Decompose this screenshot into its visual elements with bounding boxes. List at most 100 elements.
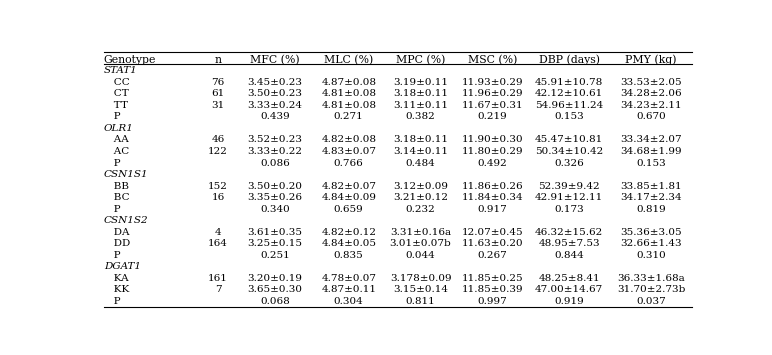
Text: 0.068: 0.068	[260, 297, 290, 306]
Text: 54.96±11.24: 54.96±11.24	[535, 101, 604, 110]
Text: 0.917: 0.917	[478, 204, 507, 214]
Text: 3.178±0.09: 3.178±0.09	[390, 274, 452, 283]
Text: P: P	[103, 251, 120, 260]
Text: 0.219: 0.219	[478, 113, 507, 121]
Text: AC: AC	[103, 147, 129, 156]
Text: 0.819: 0.819	[636, 204, 665, 214]
Text: CT: CT	[103, 89, 128, 98]
Text: MSC (%): MSC (%)	[468, 55, 517, 65]
Text: 11.67±0.31: 11.67±0.31	[462, 101, 523, 110]
Text: 47.00±14.67: 47.00±14.67	[535, 285, 604, 294]
Text: 0.670: 0.670	[636, 113, 665, 121]
Text: 45.47±10.81: 45.47±10.81	[535, 136, 604, 144]
Text: 0.304: 0.304	[334, 297, 364, 306]
Text: AA: AA	[103, 136, 128, 144]
Text: 0.382: 0.382	[406, 113, 435, 121]
Text: 4.81±0.08: 4.81±0.08	[321, 89, 376, 98]
Text: 3.31±0.16a: 3.31±0.16a	[390, 228, 451, 237]
Text: MPC (%): MPC (%)	[396, 55, 445, 65]
Text: 0.492: 0.492	[478, 159, 507, 168]
Text: 4.82±0.12: 4.82±0.12	[321, 228, 376, 237]
Text: PMY (kg): PMY (kg)	[625, 54, 677, 65]
Text: 3.18±0.11: 3.18±0.11	[393, 136, 448, 144]
Text: 61: 61	[212, 89, 225, 98]
Text: 31.70±2.73b: 31.70±2.73b	[617, 285, 686, 294]
Text: MFC (%): MFC (%)	[250, 55, 300, 65]
Text: 0.919: 0.919	[554, 297, 584, 306]
Text: 32.66±1.43: 32.66±1.43	[620, 239, 682, 248]
Text: OLR1: OLR1	[103, 124, 134, 133]
Text: 33.85±1.81: 33.85±1.81	[620, 181, 682, 191]
Text: 42.91±12.11: 42.91±12.11	[535, 193, 604, 202]
Text: 0.232: 0.232	[406, 204, 435, 214]
Text: 0.997: 0.997	[478, 297, 507, 306]
Text: 3.01±0.07b: 3.01±0.07b	[390, 239, 452, 248]
Text: 33.53±2.05: 33.53±2.05	[620, 78, 682, 87]
Text: 0.326: 0.326	[554, 159, 584, 168]
Text: 3.50±0.23: 3.50±0.23	[248, 89, 303, 98]
Text: MLC (%): MLC (%)	[324, 55, 374, 65]
Text: P: P	[103, 159, 120, 168]
Text: 34.23±2.11: 34.23±2.11	[620, 101, 682, 110]
Text: 11.63±0.20: 11.63±0.20	[462, 239, 523, 248]
Text: 3.25±0.15: 3.25±0.15	[248, 239, 303, 248]
Text: 11.96±0.29: 11.96±0.29	[462, 89, 523, 98]
Text: 48.95±7.53: 48.95±7.53	[538, 239, 600, 248]
Text: 4.83±0.07: 4.83±0.07	[321, 147, 376, 156]
Text: 3.12±0.09: 3.12±0.09	[393, 181, 448, 191]
Text: 3.45±0.23: 3.45±0.23	[248, 78, 303, 87]
Text: 34.28±2.06: 34.28±2.06	[620, 89, 682, 98]
Text: DBP (days): DBP (days)	[539, 54, 600, 65]
Text: 4.78±0.07: 4.78±0.07	[321, 274, 376, 283]
Text: 48.25±8.41: 48.25±8.41	[538, 274, 600, 283]
Text: 16: 16	[212, 193, 225, 202]
Text: 34.17±2.34: 34.17±2.34	[620, 193, 682, 202]
Text: 0.173: 0.173	[554, 204, 584, 214]
Text: n: n	[215, 55, 222, 65]
Text: 3.65±0.30: 3.65±0.30	[248, 285, 303, 294]
Text: 36.33±1.68a: 36.33±1.68a	[617, 274, 685, 283]
Text: 3.11±0.11: 3.11±0.11	[393, 101, 448, 110]
Text: BB: BB	[103, 181, 129, 191]
Text: 0.766: 0.766	[334, 159, 364, 168]
Text: 0.037: 0.037	[636, 297, 665, 306]
Text: DGAT1: DGAT1	[103, 262, 141, 271]
Text: 3.15±0.14: 3.15±0.14	[393, 285, 448, 294]
Text: 4.87±0.11: 4.87±0.11	[321, 285, 376, 294]
Text: 45.91±10.78: 45.91±10.78	[535, 78, 604, 87]
Text: 11.85±0.25: 11.85±0.25	[462, 274, 523, 283]
Text: 12.07±0.45: 12.07±0.45	[462, 228, 523, 237]
Text: 33.34±2.07: 33.34±2.07	[620, 136, 682, 144]
Text: 3.18±0.11: 3.18±0.11	[393, 89, 448, 98]
Text: 0.044: 0.044	[406, 251, 435, 260]
Text: 3.61±0.35: 3.61±0.35	[248, 228, 303, 237]
Text: 4.84±0.09: 4.84±0.09	[321, 193, 376, 202]
Text: Genotype: Genotype	[103, 55, 156, 65]
Text: 11.85±0.39: 11.85±0.39	[462, 285, 523, 294]
Text: 0.153: 0.153	[636, 159, 665, 168]
Text: 161: 161	[208, 274, 228, 283]
Text: 46.32±15.62: 46.32±15.62	[535, 228, 604, 237]
Text: 50.34±10.42: 50.34±10.42	[535, 147, 604, 156]
Text: 31: 31	[212, 101, 225, 110]
Text: 35.36±3.05: 35.36±3.05	[620, 228, 682, 237]
Text: 4.81±0.08: 4.81±0.08	[321, 101, 376, 110]
Text: 3.14±0.11: 3.14±0.11	[393, 147, 448, 156]
Text: 122: 122	[208, 147, 228, 156]
Text: DD: DD	[103, 239, 130, 248]
Text: 4.82±0.07: 4.82±0.07	[321, 181, 376, 191]
Text: 4.82±0.08: 4.82±0.08	[321, 136, 376, 144]
Text: 0.835: 0.835	[334, 251, 364, 260]
Text: 0.271: 0.271	[334, 113, 364, 121]
Text: 52.39±9.42: 52.39±9.42	[538, 181, 600, 191]
Text: 3.52±0.23: 3.52±0.23	[248, 136, 303, 144]
Text: 11.93±0.29: 11.93±0.29	[462, 78, 523, 87]
Text: 0.267: 0.267	[478, 251, 507, 260]
Text: 0.484: 0.484	[406, 159, 435, 168]
Text: 3.33±0.24: 3.33±0.24	[248, 101, 303, 110]
Text: 3.50±0.20: 3.50±0.20	[248, 181, 303, 191]
Text: 42.12±10.61: 42.12±10.61	[535, 89, 604, 98]
Text: P: P	[103, 297, 120, 306]
Text: P: P	[103, 204, 120, 214]
Text: 7: 7	[215, 285, 222, 294]
